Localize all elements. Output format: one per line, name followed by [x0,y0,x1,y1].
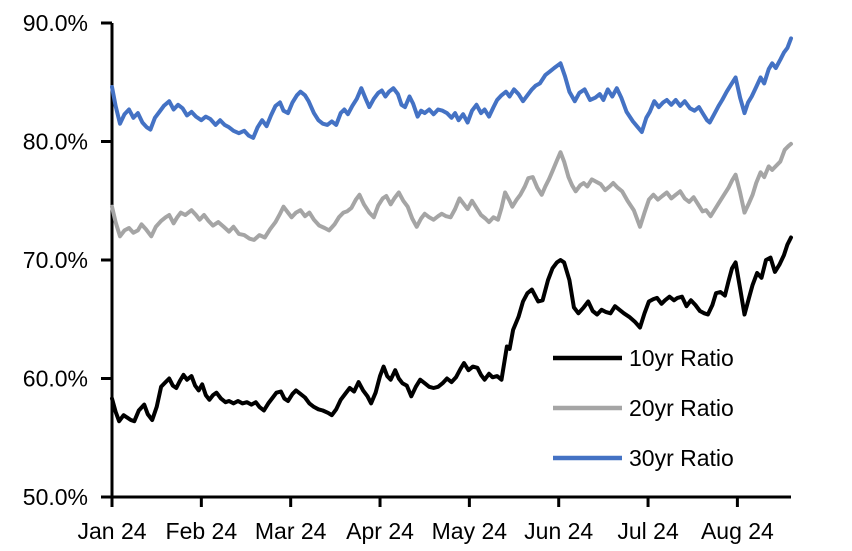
legend-label-30yr-ratio: 30yr Ratio [629,445,734,471]
x-tick-label: Apr 24 [346,518,414,544]
x-tick-label: Aug 24 [701,518,774,544]
series-line-30yr-ratio [110,36,793,140]
x-tick-label: Feb 24 [166,518,238,544]
x-tick-label: Mar 24 [255,518,327,544]
y-tick-label: 50.0% [23,484,88,510]
x-tick-label: Jul 24 [617,518,679,544]
legend-label-20yr-ratio: 20yr Ratio [629,395,734,421]
x-tick-label: Jun 24 [524,518,593,544]
y-tick-label: 90.0% [23,10,88,36]
y-tick-label: 60.0% [23,366,88,392]
y-tick-label: 80.0% [23,129,88,155]
series-line-10yr-ratio [110,235,793,424]
y-tick-label: 70.0% [23,247,88,273]
x-tick-label: May 24 [432,518,508,544]
x-tick-label: Jan 24 [77,518,146,544]
legend-label-10yr-ratio: 10yr Ratio [629,345,734,371]
series-line-20yr-ratio [110,141,793,242]
